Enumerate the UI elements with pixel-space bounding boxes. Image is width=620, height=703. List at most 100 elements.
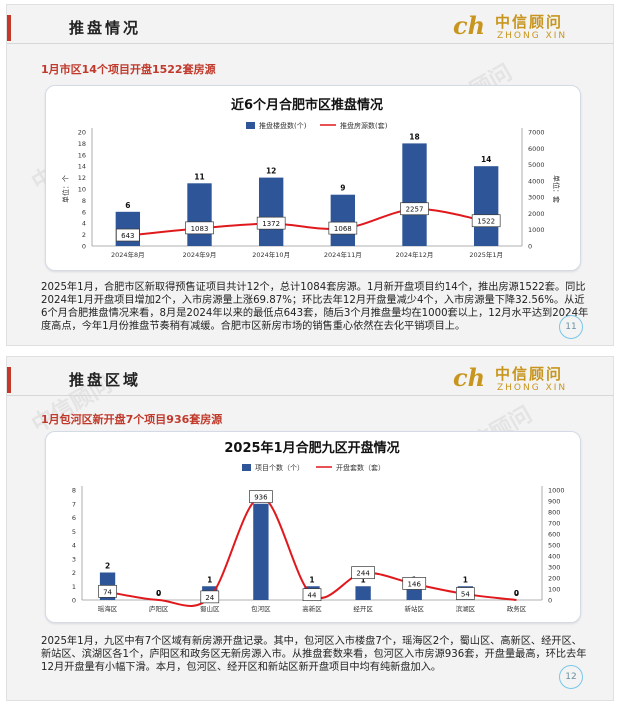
line-value-label: 1522: [477, 218, 495, 226]
logo-name-en: ZHONG XIN: [497, 31, 568, 41]
x-tick-label: 政务区: [507, 604, 527, 613]
series-line: [107, 496, 517, 607]
bar-value-label: 0: [514, 589, 519, 598]
chart-panel: 近6个月合肥市区推盘情况 推盘楼盘数(个) 推盘房源数(套) 0 2 4 6 8 10 12 14 1…: [45, 85, 581, 271]
line-value-box: [98, 585, 117, 598]
x-tick-label: 2024年9月: [183, 250, 217, 259]
line-value-label: 2257: [406, 206, 424, 214]
y-tick-label-left: 6: [72, 514, 76, 522]
y-tick-label-left: 8: [82, 197, 86, 205]
logo-name-cn: 中信顾问: [495, 13, 564, 31]
chart-title: 2025年1月合肥九区开盘情况: [224, 440, 399, 456]
y-tick-label-left: 1: [72, 583, 76, 591]
y-tick-label-left: 7: [72, 500, 76, 508]
page-number: 11: [559, 315, 583, 339]
x-tick-label: 新站区: [404, 604, 424, 613]
x-tick-label: 滨湖区: [456, 604, 476, 613]
y-tick-label-left: 16: [78, 151, 86, 159]
slide-subheading: 1月市区14个项目开盘1522套房源: [41, 63, 216, 76]
bar-value-label: 9: [340, 184, 345, 193]
x-tick-label: 经开区: [353, 604, 373, 613]
y-tick-label-right: 0: [548, 597, 552, 605]
bar: [258, 177, 284, 246]
line-value-box: [200, 590, 220, 604]
slide-body-text: 2025年1月，九区中有7个区域有新房源开盘记录。其中，包河区入市楼盘7个，瑶海…: [41, 636, 587, 673]
y-tick-label-left: 2: [82, 231, 86, 239]
bar-value-label: 0: [156, 589, 161, 598]
slide-1: 中信顾问 中信顾问 中信顾问 推盘情况 ch 中信顾问 ZHONG XIN 1月…: [6, 4, 614, 346]
bar: [330, 194, 356, 246]
y-tick-label-left: 18: [78, 140, 86, 148]
line-value-box: [471, 214, 501, 228]
y-tick-label-left: 4: [82, 220, 86, 228]
y-tick-label-right: 700: [548, 520, 560, 528]
slide-header: 推盘情况 ch 中信顾问 ZHONG XIN: [7, 5, 613, 53]
line-value-label: 54: [461, 591, 470, 599]
y-tick-label-right: 600: [548, 531, 560, 539]
legend-label-bar: 推盘楼盘数(个): [259, 121, 307, 130]
y-tick-label-right: 200: [548, 575, 560, 583]
legend-label-line: 推盘房源数(套): [340, 121, 388, 130]
bar-value-label: 1: [309, 575, 314, 584]
line-value-label: 1083: [191, 225, 209, 233]
line-value-box: [400, 202, 429, 216]
slide-title: 推盘区域: [69, 371, 142, 389]
line-value-label: 1068: [334, 225, 352, 233]
y-tick-label-right: 4000: [528, 177, 545, 185]
logo-mark: ch: [453, 363, 486, 392]
x-tick-label: 蜀山区: [200, 604, 220, 613]
y-tick-label-right: 100: [548, 586, 560, 594]
y-axis-label-left: 单位：个: [61, 175, 70, 203]
page-number: 12: [559, 665, 583, 689]
slide-2: 中信顾问 中信顾问 中信顾问 推盘区域 ch 中信顾问 ZHONG XIN 1月…: [6, 356, 614, 701]
legend-swatch-bar: [246, 122, 255, 129]
y-tick-label-left: 12: [78, 174, 86, 182]
y-tick-label-right: 5000: [528, 161, 545, 169]
bar: [187, 183, 212, 246]
bar-value-label: 6: [125, 201, 130, 210]
y-tick-label-right: 3000: [528, 194, 545, 202]
slide-subheading: 1月包河区新开盘7个项目936套房源: [41, 413, 223, 426]
y-tick-label-right: 1000: [528, 226, 545, 234]
line-value-box: [185, 221, 214, 235]
y-tick-label-right: 6000: [528, 145, 545, 153]
bar-value-label: 18: [409, 132, 419, 141]
line-value-box: [249, 490, 273, 503]
x-tick-label: 2025年1月: [469, 250, 503, 259]
x-tick-label: 瑶海区: [98, 604, 118, 613]
bar-value-label: 1: [207, 575, 212, 584]
bar-value-label: 12: [266, 167, 276, 176]
y-tick-label-right: 500: [548, 542, 560, 550]
header-accent-bar: [7, 367, 11, 393]
y-tick-label-left: 10: [78, 186, 86, 194]
line-value-box: [455, 587, 475, 600]
series-line: [127, 208, 487, 237]
chart-panel: 2025年1月合肥九区开盘情况 项目个数（个） 开盘套数（套） 0 1 2 3 4 5 6 7 8 0 1…: [45, 431, 581, 623]
bar: [253, 503, 269, 600]
y-tick-label-right: 900: [548, 498, 560, 506]
line-value-box: [351, 566, 375, 580]
y-tick-label-right: 400: [548, 553, 560, 561]
y-tick-label-left: 4: [72, 542, 76, 550]
legend-swatch-bar: [242, 464, 251, 471]
line-value-label: 936: [254, 494, 268, 502]
line-value-label: 244: [356, 570, 370, 578]
x-tick-label: 庐阳区: [149, 604, 169, 613]
line-value-box: [256, 216, 286, 230]
line-value-label: 44: [308, 592, 317, 600]
line-value-box: [328, 221, 358, 235]
line-value-label: 74: [103, 588, 112, 596]
bar: [473, 166, 499, 246]
line-value-label: 146: [408, 580, 422, 588]
y-axis-label-right: 单位：套: [552, 175, 561, 203]
y-tick-label-left: 3: [72, 555, 76, 563]
legend-label-line: 开盘套数（套）: [336, 463, 385, 472]
y-tick-label-left: 0: [82, 243, 86, 251]
x-tick-label: 2024年12月: [396, 250, 434, 259]
bar-value-label: 1: [361, 575, 366, 584]
brand-logo: ch 中信顾问 ZHONG XIN: [453, 363, 593, 397]
x-tick-label: 包河区: [251, 604, 271, 613]
line-value-label: 643: [121, 232, 134, 240]
